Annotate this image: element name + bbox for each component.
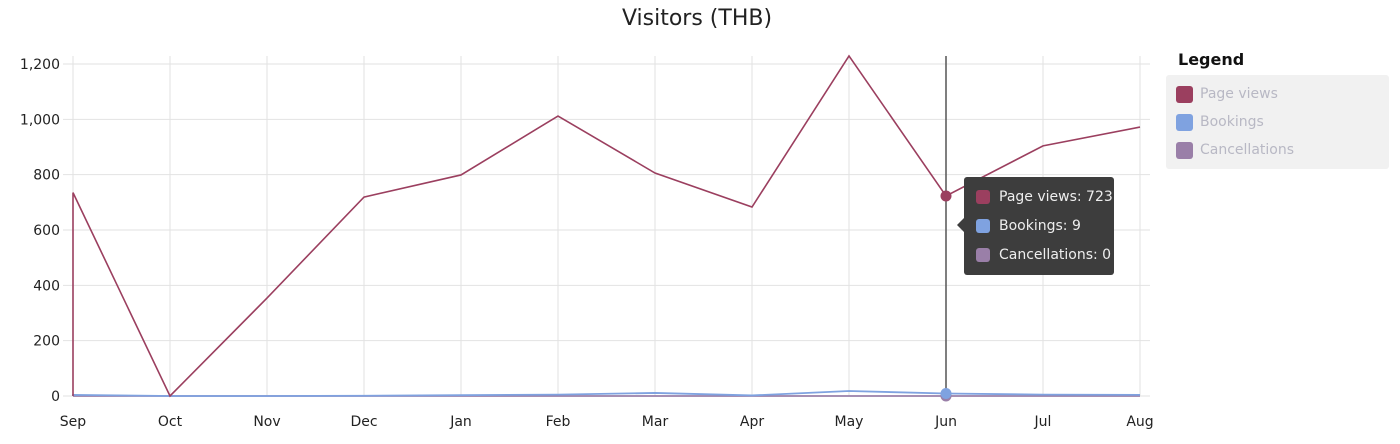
x-tick-label: Jul (1034, 414, 1052, 430)
tooltip-text: Bookings: 9 (999, 218, 1081, 234)
y-tick-label: 1,000 (20, 112, 60, 128)
tooltip: Page views: 723 Bookings: 9 Cancellation… (957, 177, 1114, 275)
tooltip-swatch (976, 190, 990, 204)
legend-swatch (1176, 141, 1193, 159)
tooltip-row-page-views: Page views: 723 (976, 187, 1113, 207)
tooltip-text: Cancellations: 0 (999, 247, 1112, 263)
x-tick-label: Jan (449, 414, 472, 430)
hover-point (940, 388, 952, 400)
x-tick-label: Jun (934, 414, 957, 430)
x-tick-label: Dec (350, 414, 377, 430)
legend-title: Legend (1178, 50, 1245, 69)
legend-item-page-views[interactable]: Page views (1176, 83, 1278, 105)
legend-swatch (1176, 85, 1193, 103)
legend-label: Page views (1200, 86, 1278, 102)
y-tick-label: 0 (51, 389, 60, 405)
y-tick-label: 400 (33, 278, 60, 294)
tooltip-text: Page views: 723 (999, 189, 1113, 205)
chart-title: Visitors (THB) (621, 6, 773, 31)
tooltip-row-cancellations: Cancellations: 0 (976, 245, 1111, 265)
x-tick-label: May (835, 414, 864, 430)
tooltip-swatch (976, 248, 990, 262)
tooltip-swatch (976, 219, 990, 233)
legend-label: Cancellations (1200, 142, 1295, 158)
y-tick-label: 200 (33, 334, 60, 350)
x-tick-label: Nov (253, 414, 280, 430)
x-tick-label: Apr (740, 414, 764, 430)
y-tick-label: 800 (33, 168, 60, 184)
x-tick-label: Oct (158, 414, 183, 430)
x-tick-label: Feb (546, 414, 571, 430)
legend-item-bookings[interactable]: Bookings (1176, 111, 1264, 133)
legend-label: Bookings (1200, 114, 1264, 130)
legend-swatch (1176, 113, 1193, 131)
x-tick-label: Mar (642, 414, 669, 430)
hover-point (940, 190, 952, 202)
y-tick-label: 1,200 (20, 57, 60, 73)
x-tick-label: Aug (1126, 414, 1153, 430)
x-tick-label: Sep (60, 414, 87, 430)
legend-item-cancellations[interactable]: Cancellations (1176, 139, 1294, 161)
legend: Page views Bookings Cancellations (1166, 75, 1389, 169)
y-tick-label: 600 (33, 223, 60, 239)
tooltip-row-bookings: Bookings: 9 (976, 216, 1081, 236)
